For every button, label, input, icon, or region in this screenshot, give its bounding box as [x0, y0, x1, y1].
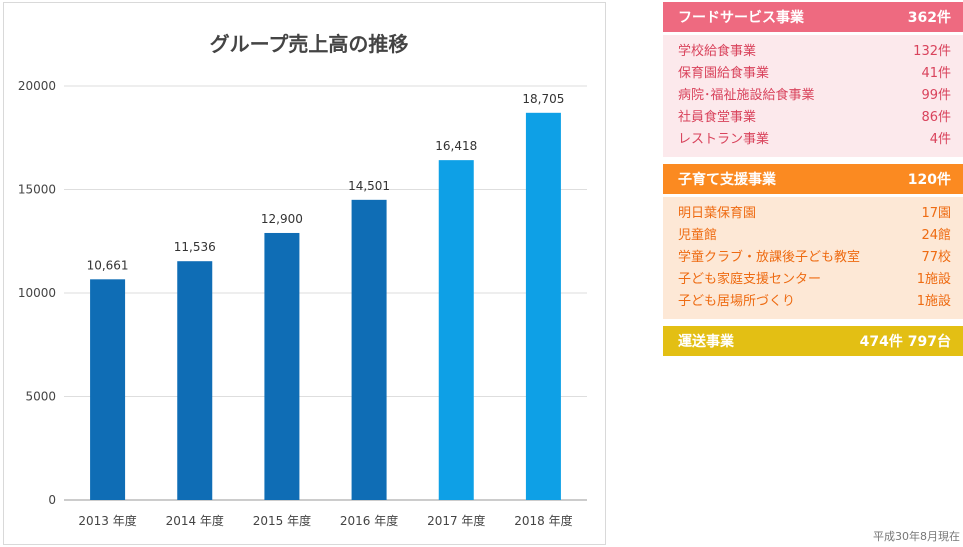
bar-layer	[90, 112, 561, 501]
bar-value-label: 14,501	[348, 179, 390, 193]
list-item-count: 86件	[921, 110, 951, 125]
bar-value-label: 12,900	[261, 212, 303, 226]
bar	[90, 279, 126, 500]
y-tick-label: 5000	[25, 390, 56, 404]
food-service-panel: フードサービス事業 362件 学校給食事業 132件保育園給食事業 41件病院･福祉…	[663, 2, 963, 157]
transport-title: 運送事業	[678, 334, 734, 350]
transport-header: 運送事業 474件 797台	[663, 326, 963, 356]
list-item-count: 99件	[921, 88, 951, 103]
list-item: 子ども家庭支援センター 1施設	[678, 269, 951, 291]
bar	[264, 232, 300, 500]
x-tick-label: 2017 年度	[427, 513, 485, 528]
bar-value-label: 18,705	[522, 92, 564, 106]
x-tick-label: 2018 年度	[514, 513, 572, 528]
list-item: 社員食堂事業 86件	[678, 107, 951, 129]
label-layer: 10,661 2013 年度 11,536 2014 年度 12,900 2015 年度 1…	[78, 92, 572, 528]
bar-value-label: 11,536	[174, 240, 216, 254]
list-item-label: 社員食堂事業	[678, 110, 757, 125]
bar	[177, 261, 213, 500]
list-item: レストラン事業 4件	[678, 129, 951, 151]
bar-value-label: 16,418	[435, 139, 477, 153]
bar	[438, 160, 474, 500]
x-tick-label: 2016 年度	[340, 513, 398, 528]
list-item-count: 17園	[921, 206, 951, 221]
list-item: 明日葉保育園 17園	[678, 203, 951, 225]
list-item-count: 41件	[921, 66, 951, 81]
list-item: 児童館 24館	[678, 225, 951, 247]
food-service-total: 362件	[907, 10, 951, 26]
transport-total: 474件 797台	[859, 334, 951, 350]
childcare-title: 子育て支援事業	[678, 172, 776, 188]
x-tick-label: 2014 年度	[166, 513, 224, 528]
list-item-label: 子ども家庭支援センター	[678, 272, 822, 287]
bar-value-label: 10,661	[87, 258, 129, 272]
chart-panel: グループ売上高の推移 0 5000 10000 15000 20000 10,661 20…	[3, 2, 606, 545]
childcare-total: 120件	[907, 172, 951, 188]
x-tick-label: 2015 年度	[253, 513, 311, 528]
as-of-date-note: 平成30年8月現在	[873, 530, 960, 543]
list-item-label: 病院･福祉施設給食事業	[678, 88, 815, 103]
bar	[351, 199, 387, 501]
list-item-label: 学童クラブ・放課後子ども教室	[678, 250, 861, 265]
list-item-label: 明日葉保育園	[678, 206, 757, 221]
chart-title: グループ売上高の推移	[210, 32, 409, 56]
list-item-label: レストラン事業	[678, 132, 770, 147]
grid-layer: 0 5000 10000 15000 20000	[18, 79, 587, 507]
list-item: 病院･福祉施設給食事業 99件	[678, 85, 951, 107]
food-service-header: フードサービス事業 362件	[663, 2, 963, 32]
list-item-label: 児童館	[678, 228, 718, 243]
y-tick-label: 20000	[18, 79, 56, 93]
childcare-list: 明日葉保育園 17園児童館 24館学童クラブ・放課後子ども教室 77校子ども家庭支援セ…	[663, 197, 963, 319]
list-item-count: 1施設	[916, 294, 951, 309]
y-tick-label: 10000	[18, 286, 56, 300]
list-item-count: 132件	[913, 44, 951, 59]
childcare-header: 子育て支援事業 120件	[663, 164, 963, 194]
list-item-count: 4件	[929, 132, 951, 147]
list-item-count: 77校	[921, 250, 951, 265]
food-service-title: フードサービス事業	[678, 10, 804, 26]
list-item: 学校給食事業 132件	[678, 41, 951, 63]
x-tick-label: 2013 年度	[78, 513, 136, 528]
list-item-label: 学校給食事業	[678, 44, 757, 59]
y-tick-label: 15000	[18, 183, 56, 197]
list-item: 子ども居場所づくり 1施設	[678, 291, 951, 313]
list-item: 保育園給食事業 41件	[678, 63, 951, 85]
sales-bar-chart: グループ売上高の推移 0 5000 10000 15000 20000 10,661 20…	[18, 32, 587, 528]
food-service-list: 学校給食事業 132件保育園給食事業 41件病院･福祉施設給食事業 99件社員食堂事業…	[663, 35, 963, 157]
transport-panel: 運送事業 474件 797台	[663, 326, 963, 356]
list-item: 学童クラブ・放課後子ども教室 77校	[678, 247, 951, 269]
list-item-label: 子ども居場所づくり	[678, 294, 796, 309]
childcare-panel: 子育て支援事業 120件 明日葉保育園 17園児童館 24館学童クラブ・放課後子ども…	[663, 164, 963, 319]
list-item-count: 24館	[921, 228, 951, 243]
bar	[525, 112, 561, 500]
list-item-label: 保育園給食事業	[678, 66, 770, 81]
list-item-count: 1施設	[916, 272, 951, 287]
y-tick-label: 0	[48, 493, 56, 507]
